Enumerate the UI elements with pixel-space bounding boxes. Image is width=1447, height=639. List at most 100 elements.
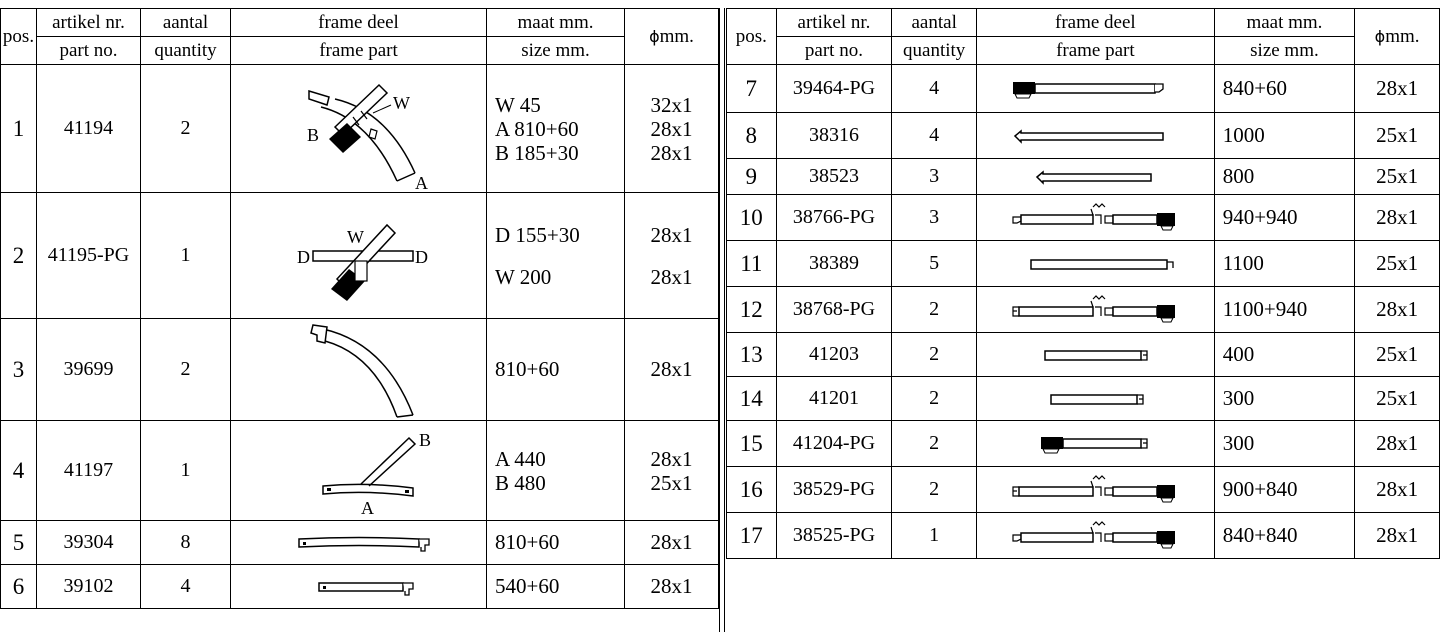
pos-cell: 14	[726, 376, 777, 421]
pos-cell: 3	[0, 318, 37, 421]
label-a: A	[415, 173, 428, 189]
quantity-cell: 3	[891, 158, 978, 195]
header-article-nl: artikel nr.	[36, 8, 141, 37]
size-cell: 940+940	[1213, 194, 1356, 241]
quantity-cell: 3	[891, 194, 978, 241]
quantity-cell: 2	[891, 286, 978, 333]
diameter-cell: 25x1	[1354, 376, 1440, 421]
frame-drawing-8	[976, 112, 1215, 159]
pos-cell: 11	[726, 240, 777, 287]
label-b: B	[307, 125, 319, 145]
label-w: W	[347, 227, 364, 247]
pos-cell: 5	[0, 520, 37, 565]
header-frame-en: frame part	[976, 36, 1215, 65]
slightly-curved-tube-icon	[297, 536, 430, 552]
pos-cell: 8	[726, 112, 777, 159]
article-cell: 41197	[36, 420, 141, 521]
pos-cell: 13	[726, 332, 777, 377]
diameter-cell: 28x1	[1354, 194, 1440, 241]
header-diameter: ϕmm.	[624, 8, 719, 65]
size-cell: 1100+940	[1213, 286, 1356, 333]
sprung-tube-icon	[1012, 474, 1176, 502]
diameter-cell: 25x1	[1354, 112, 1440, 159]
size-cell: 810+60	[486, 520, 625, 565]
quantity-cell: 1	[140, 192, 231, 319]
quantity-cell: 2	[140, 318, 231, 421]
article-cell: 41194	[36, 64, 141, 193]
article-cell: 39464-PG	[775, 64, 893, 113]
header-article-en: part no.	[36, 36, 141, 65]
pos-cell: 6	[0, 564, 37, 609]
table-row: 10 38766-PG 3 940+940 28x1	[726, 194, 1440, 241]
parts-table-right: pos. artikel nr. aantal frame deel maat …	[726, 8, 1440, 559]
article-cell: 38529-PG	[775, 466, 893, 513]
table-row: 15 41204-PG 2 300 28x1	[726, 420, 1440, 467]
size-cell: 900+840	[1213, 466, 1356, 513]
diameter-cell: 28x1	[1354, 512, 1440, 559]
frame-drawing-4: B A	[230, 420, 487, 521]
frame-drawing-15	[976, 420, 1215, 467]
label-w: W	[393, 93, 410, 113]
table-row: 12 38768-PG 2 1100+940 28x1	[726, 286, 1440, 333]
header-pos: pos.	[0, 8, 37, 65]
diameter-cell: 28x1	[1354, 420, 1440, 467]
frame-drawing-6	[230, 564, 487, 609]
diameter-icon: ϕ	[1374, 26, 1386, 46]
quantity-cell: 2	[891, 332, 978, 377]
brace-part-icon: B A	[321, 430, 431, 518]
table-row: 2 41195-PG 1 W D D D 155+30 W 200 28x1 2…	[0, 192, 719, 319]
quantity-cell: 4	[891, 112, 978, 159]
article-cell: 41201	[775, 376, 893, 421]
table-row: 14 41201 2 300 25x1	[726, 376, 1440, 421]
header-qty-nl: aantal	[891, 8, 978, 37]
article-cell: 41204-PG	[775, 420, 893, 467]
pos-cell: 15	[726, 420, 777, 467]
quantity-cell: 1	[891, 512, 978, 559]
short-tube-icon	[317, 581, 414, 596]
header-qty-en: quantity	[140, 36, 231, 65]
header-frame-nl: frame deel	[976, 8, 1215, 37]
sprung-tube-icon	[1012, 520, 1176, 548]
long-tube-icon	[1014, 128, 1165, 144]
header-diameter: ϕmm.	[1354, 8, 1440, 65]
article-cell: 38766-PG	[775, 194, 893, 241]
quantity-cell: 2	[891, 420, 978, 467]
size-cell: A 440 B 480	[486, 420, 625, 521]
size-cell: 540+60	[486, 564, 625, 609]
size-cell: 300	[1213, 420, 1356, 467]
frame-drawing-17	[976, 512, 1215, 559]
quantity-cell: 4	[891, 64, 978, 113]
pos-cell: 17	[726, 512, 777, 559]
sprung-tube-icon	[1012, 202, 1176, 230]
article-cell: 38389	[775, 240, 893, 287]
quantity-cell: 4	[140, 564, 231, 609]
size-cell: W 45 A 810+60 B 185+30	[486, 64, 625, 193]
frame-drawing-2: W D D	[230, 192, 487, 319]
frame-drawing-1: W B A	[230, 64, 487, 193]
diameter-cell: 25x1	[1354, 332, 1440, 377]
article-cell: 41203	[775, 332, 893, 377]
table-row: 11 38389 5 1100 25x1	[726, 240, 1440, 287]
tube-with-clamp-icon	[1041, 436, 1149, 453]
article-cell: 38523	[775, 158, 893, 195]
diameter-cell: 28x1	[624, 564, 719, 609]
header-qty-en: quantity	[891, 36, 978, 65]
table-row: 8 38316 4 1000 25x1	[726, 112, 1440, 159]
frame-drawing-10	[976, 194, 1215, 241]
pos-cell: 4	[0, 420, 37, 521]
table-row: 9 38523 3 800 25x1	[726, 158, 1440, 195]
plain-tube-icon	[1030, 258, 1175, 270]
diameter-cell: 28x1	[624, 520, 719, 565]
article-cell: 39304	[36, 520, 141, 565]
article-cell: 39699	[36, 318, 141, 421]
table-row: 1 41194 2 W B A W 45 A 810+60 B 185+30	[0, 64, 719, 193]
pos-cell: 10	[726, 194, 777, 241]
quantity-cell: 1	[140, 420, 231, 521]
pos-cell: 2	[0, 192, 37, 319]
header-size-nl: maat mm.	[486, 8, 625, 37]
size-cell: 840+60	[1213, 64, 1356, 113]
pos-cell: 16	[726, 466, 777, 513]
frame-drawing-16	[976, 466, 1215, 513]
diameter-cell: 28x1	[624, 318, 719, 421]
pos-cell: 12	[726, 286, 777, 333]
